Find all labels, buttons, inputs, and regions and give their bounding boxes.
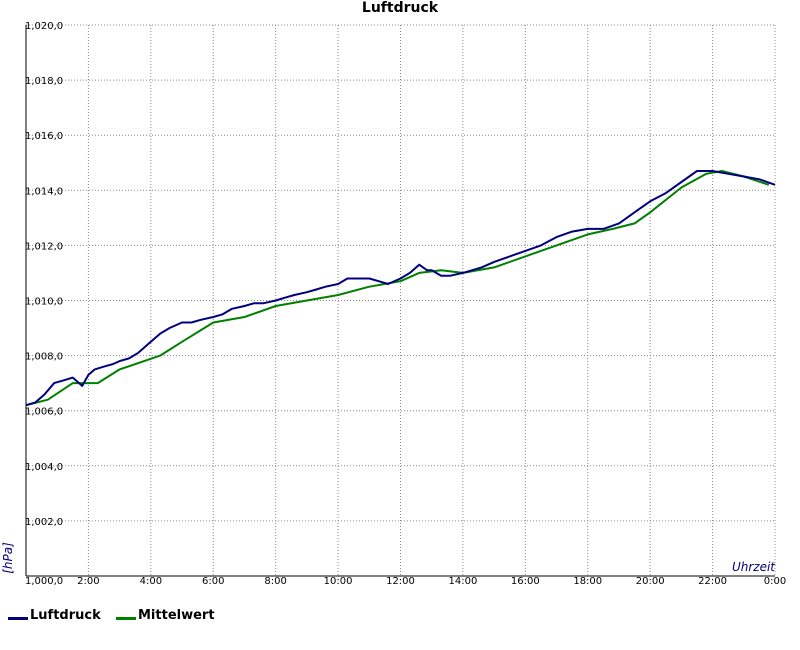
y-tick-label: 1,000,0 [25, 576, 63, 587]
y-tick-label: 1,012,0 [25, 241, 63, 252]
x-tick-label: 10:00 [324, 576, 353, 587]
x-axis-label: Uhrzeit [732, 560, 776, 574]
legend-label-luftdruck: Luftdruck [30, 608, 101, 623]
y-axis-label: [hPa] [1, 542, 15, 574]
x-tick-label: 18:00 [573, 576, 602, 587]
x-tick-label: 4:00 [140, 576, 162, 587]
series-line-luftdruck [25, 170, 776, 407]
x-tick-label: 12:00 [386, 576, 415, 587]
y-tick-label: 1,008,0 [25, 352, 63, 363]
legend-item-luftdruck: Luftdruck [8, 608, 101, 623]
legend-swatch-mittelwert [116, 617, 136, 620]
legend-label-mittelwert: Mittelwert [138, 608, 215, 623]
chart-title: Luftdruck [361, 0, 439, 16]
x-tick-label: 16:00 [511, 576, 540, 587]
legend-item-mittelwert: Mittelwert [116, 608, 215, 623]
x-tick-label: 6:00 [202, 576, 224, 587]
y-tick-label: 1,020,0 [25, 21, 63, 32]
x-tick-label: 0:00 [764, 576, 786, 587]
y-tick-label: 1,002,0 [25, 517, 63, 528]
y-tick-label: 1,006,0 [25, 407, 63, 418]
y-tick-label: 1,018,0 [25, 76, 63, 87]
x-tick-label: 2:00 [77, 576, 99, 587]
x-tick-label: 22:00 [698, 576, 727, 587]
x-tick-label: 14:00 [449, 576, 478, 587]
x-tick-label: 8:00 [264, 576, 286, 587]
x-tick-label: 20:00 [636, 576, 665, 587]
legend-swatch-luftdruck [8, 617, 28, 620]
y-tick-label: 1,014,0 [25, 186, 63, 197]
y-tick-label: 1,016,0 [25, 131, 63, 142]
y-tick-label: 1,010,0 [25, 297, 63, 308]
series-line-mittelwert [25, 170, 770, 407]
y-tick-label: 1,004,0 [25, 462, 63, 473]
